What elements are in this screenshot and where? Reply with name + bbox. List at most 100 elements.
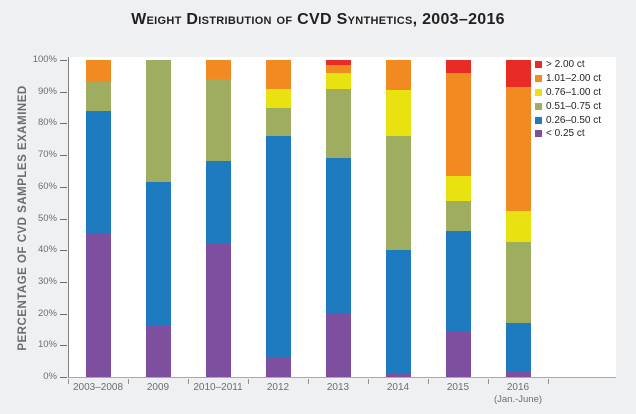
y-tick-label: 40%: [37, 244, 57, 256]
y-tick: [60, 345, 67, 347]
legend-label: 1.01–2.00 ct: [546, 73, 602, 85]
y-tick-label: 10%: [37, 339, 57, 351]
legend-swatch-2-00-ct: [535, 61, 542, 69]
legend-label: > 2.00 ct: [546, 59, 585, 71]
bar-2015: [445, 60, 471, 377]
y-tick-label: 70%: [37, 149, 57, 161]
x-category-label: 2013: [326, 382, 350, 393]
x-category-label: 2014: [386, 382, 410, 393]
bar-segment-0-25-ct: [265, 357, 291, 377]
bar-segment-0-25-ct: [145, 326, 171, 377]
x-category-label: 2012: [266, 382, 290, 393]
y-tick: [60, 281, 67, 283]
y-tick-label: 20%: [37, 307, 57, 319]
bar-segment-0-51-0-75-ct: [445, 201, 471, 232]
bar-segment-2-00-ct: [445, 60, 471, 73]
bar-2013: [325, 60, 351, 377]
bar-segment-1-01-2-00-ct: [265, 60, 291, 89]
bar-segment-0-26-0-50-ct: [445, 231, 471, 332]
bar-segment-0-25-ct: [505, 370, 531, 377]
bar-segment-1-01-2-00-ct: [445, 72, 471, 176]
bar-segment-0-25-ct: [445, 331, 471, 377]
y-tick: [60, 155, 67, 157]
bar-2016: [505, 60, 531, 377]
x-tick: [68, 379, 69, 384]
y-tick: [60, 377, 67, 378]
x-category-label: 2009: [146, 382, 170, 393]
x-tick: [368, 379, 369, 384]
y-tick: [60, 186, 67, 188]
y-tick: [60, 123, 67, 125]
legend-item: 0.51–0.75 ct: [535, 99, 601, 113]
bar-segment-1-01-2-00-ct: [85, 60, 111, 83]
bar-segment-0-51-0-75-ct: [385, 136, 411, 251]
x-category-label: 2010–2011: [193, 382, 243, 393]
x-category-label: 2016 (Jan.-June): [478, 382, 558, 406]
legend: > 2.00 ct 1.01–2.00 ct 0.76–1.00 ct 0.51–0.…: [535, 58, 601, 141]
bar-segment-0-51-0-75-ct: [325, 88, 351, 159]
legend-swatch-0-25-ct: [535, 130, 542, 138]
bar-segment-0-26-0-50-ct: [265, 136, 291, 358]
bar-segment-0-26-0-50-ct: [505, 323, 531, 371]
legend-swatch-0-76-1-00-ct: [535, 88, 542, 96]
y-tick: [60, 91, 67, 93]
bar-segment-0-51-0-75-ct: [505, 242, 531, 324]
legend-item: > 2.00 ct: [535, 58, 601, 72]
legend-label: 0.51–0.75 ct: [546, 100, 602, 112]
legend-item: 0.76–1.00 ct: [535, 86, 601, 100]
bar-segment-0-26-0-50-ct: [205, 161, 231, 244]
bar-segment-1-01-2-00-ct: [205, 60, 231, 80]
y-tick-label: 50%: [37, 212, 57, 224]
legend-item: < 0.25 ct: [535, 127, 601, 141]
legend-swatch-0-26-0-50-ct: [535, 116, 542, 124]
x-tick: [248, 379, 249, 384]
x-category-label: 2015: [446, 382, 470, 393]
y-tick: [60, 250, 67, 252]
x-tick: [488, 379, 489, 384]
bar-segment-0-51-0-75-ct: [145, 60, 171, 183]
bar-segment-0-51-0-75-ct: [205, 79, 231, 162]
x-tick: [308, 379, 309, 384]
bar-2003-2008: [85, 60, 111, 377]
x-tick: [548, 379, 549, 384]
y-tick-label: 30%: [37, 275, 57, 287]
y-tick-label: 90%: [37, 85, 57, 97]
bar-segment-0-76-1-00-ct: [325, 72, 351, 89]
bar-segment-0-26-0-50-ct: [325, 158, 351, 314]
bar-segment-0-76-1-00-ct: [385, 90, 411, 137]
bar-segment-0-25-ct: [85, 234, 111, 377]
y-tick: [60, 313, 67, 315]
bar-2014: [385, 60, 411, 377]
legend-swatch-0-51-0-75-ct: [535, 102, 542, 110]
x-tick: [188, 379, 189, 384]
y-tick-label: 80%: [37, 117, 57, 129]
bar-segment-0-26-0-50-ct: [385, 250, 411, 374]
bar-segment-2-00-ct: [505, 60, 531, 87]
bar-segment-1-01-2-00-ct: [505, 86, 531, 211]
bar-segment-0-25-ct: [325, 313, 351, 377]
x-tick: [428, 379, 429, 384]
bar-segment-1-01-2-00-ct: [325, 64, 351, 73]
legend-label: 0.76–1.00 ct: [546, 86, 602, 98]
legend-item: 0.26–0.50 ct: [535, 113, 601, 127]
legend-label: 0.26–0.50 ct: [546, 114, 602, 126]
legend-swatch-1-01-2-00-ct: [535, 75, 542, 83]
bar-segment-2-00-ct: [325, 60, 351, 65]
bar-2009: [145, 60, 171, 377]
bar-segment-0-76-1-00-ct: [505, 210, 531, 243]
bar-segment-0-76-1-00-ct: [445, 175, 471, 202]
y-tick-label: 0%: [43, 371, 57, 382]
bar-segment-0-51-0-75-ct: [265, 107, 291, 137]
legend-item: 1.01–2.00 ct: [535, 72, 601, 86]
y-tick: [60, 218, 67, 220]
y-tick-label: 100%: [32, 54, 57, 65]
x-tick: [128, 379, 129, 384]
bar-2012: [265, 60, 291, 377]
x-category-label: 2003–2008: [72, 382, 124, 393]
x-category-sublabel: (Jan.-June): [493, 394, 543, 405]
chart-title: Weight Distribution of CVD Synthetics, 2…: [131, 11, 505, 28]
y-tick: [60, 60, 67, 61]
bar-segment-0-25-ct: [205, 243, 231, 377]
bar-2010-2011: [205, 60, 231, 377]
